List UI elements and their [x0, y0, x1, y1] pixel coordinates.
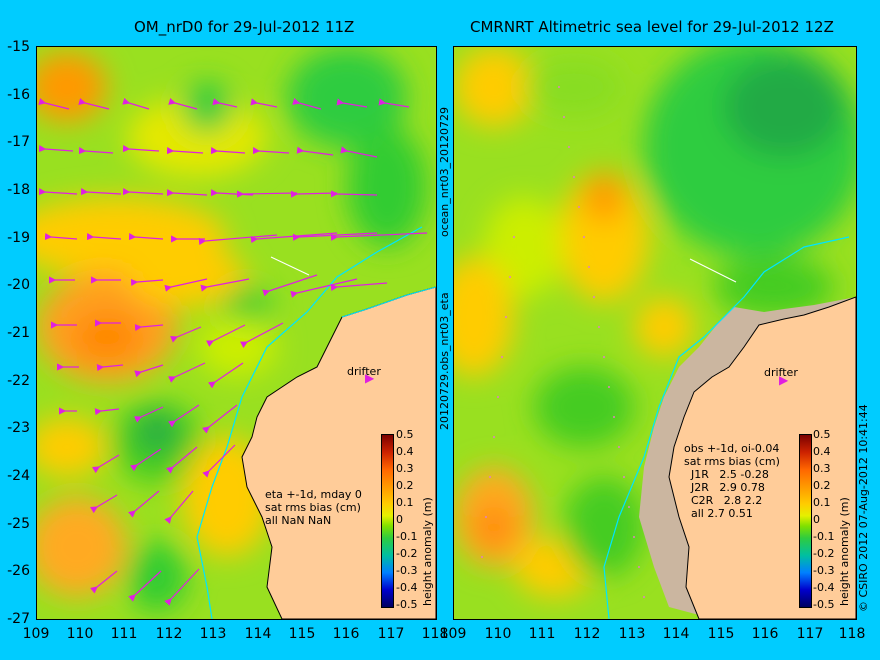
altimetry-stats-text: obs +-1d, oi-0.04 sat rms bias (cm) J1R … — [684, 442, 780, 520]
y-tick: -16 — [7, 87, 30, 103]
left-panel-title: OM_nrD0 for 29-Jul-2012 11Z — [134, 18, 355, 36]
colorbar-tick: 0.2 — [396, 479, 414, 492]
colorbar-tick: 0.4 — [396, 445, 414, 458]
x-tick: 117 — [377, 626, 405, 642]
colorbar-left — [381, 434, 394, 608]
colorbar-left-title: height anomaly (m) — [421, 497, 434, 606]
colorbar-tick: -0.1 — [813, 530, 835, 543]
colorbar-tick: 0.3 — [813, 462, 831, 475]
x-tick: 110 — [484, 626, 512, 642]
altimetry-map-graphic: ▶ — [454, 47, 856, 619]
colorbar-tick: 0.1 — [813, 496, 831, 509]
credit-label: © CSIRO 2012 07-Aug-2012 10:41:44 — [857, 404, 870, 612]
model-sea-level-map[interactable]: ▶ drifter eta +-1d, mday 0 sat rms bias … — [36, 46, 437, 620]
model-map-graphic: ▶ — [37, 47, 436, 619]
colorbar-right — [799, 434, 812, 608]
x-tick: 115 — [288, 626, 316, 642]
ocean-file-label: ocean_nrt03_20120729 — [438, 106, 451, 237]
colorbar-tick: 0.5 — [813, 428, 831, 441]
svg-text:▶: ▶ — [365, 371, 375, 385]
colorbar-tick: -0.5 — [813, 598, 835, 611]
colorbar-tick: -0.1 — [396, 530, 418, 543]
colorbar-tick: -0.3 — [396, 564, 418, 577]
x-tick: 115 — [707, 626, 735, 642]
colorbar-tick: -0.4 — [396, 581, 418, 594]
y-tick: -21 — [7, 325, 30, 341]
y-tick: -23 — [7, 420, 30, 436]
y-tick: -22 — [7, 373, 30, 389]
colorbar-tick: 0.2 — [813, 479, 831, 492]
y-tick: -27 — [7, 611, 30, 627]
colorbar-tick: 0.3 — [396, 462, 414, 475]
model-stats-text: eta +-1d, mday 0 sat rms bias (cm) all N… — [265, 488, 362, 527]
svg-text:▶: ▶ — [779, 373, 789, 387]
y-tick: -26 — [7, 563, 30, 579]
y-tick: -19 — [7, 230, 30, 246]
y-tick: -20 — [7, 277, 30, 293]
obs-file-label: 20120729.obs_nrt03_eta — [438, 292, 451, 430]
y-tick: -25 — [7, 516, 30, 532]
x-tick: 118 — [838, 626, 866, 642]
x-tick: 113 — [199, 626, 227, 642]
colorbar-tick: 0 — [396, 513, 403, 526]
drifter-label: drifter — [347, 365, 381, 378]
x-tick: 111 — [110, 626, 138, 642]
x-tick: 116 — [751, 626, 779, 642]
x-tick: 113 — [618, 626, 646, 642]
x-tick: 109 — [439, 626, 467, 642]
colorbar-right-title: height anomaly (m) — [838, 497, 851, 606]
y-tick: -18 — [7, 182, 30, 198]
x-tick: 116 — [332, 626, 360, 642]
x-tick: 111 — [528, 626, 556, 642]
colorbar-tick: 0.4 — [813, 445, 831, 458]
x-tick: 118 — [421, 626, 449, 642]
y-tick: -15 — [7, 39, 30, 55]
drifter-label: drifter — [764, 366, 798, 379]
y-tick: -24 — [7, 468, 30, 484]
x-tick: 117 — [796, 626, 824, 642]
colorbar-tick: -0.4 — [813, 581, 835, 594]
x-tick: 114 — [662, 626, 690, 642]
colorbar-tick: -0.2 — [396, 547, 418, 560]
right-panel-title: CMRNRT Altimetric sea level for 29-Jul-2… — [470, 18, 834, 36]
x-tick: 110 — [66, 626, 94, 642]
x-tick: 112 — [573, 626, 601, 642]
colorbar-tick: -0.2 — [813, 547, 835, 560]
colorbar-tick: -0.3 — [813, 564, 835, 577]
colorbar-tick: 0 — [813, 513, 820, 526]
colorbar-tick: 0.5 — [396, 428, 414, 441]
x-tick: 112 — [155, 626, 183, 642]
y-tick: -17 — [7, 134, 30, 150]
x-tick: 114 — [244, 626, 272, 642]
colorbar-tick: 0.1 — [396, 496, 414, 509]
colorbar-tick: -0.5 — [396, 598, 418, 611]
x-tick: 109 — [22, 626, 50, 642]
altimetry-sea-level-map[interactable]: ▶ drifter obs +-1d, oi-0.04 sat rms bias… — [453, 46, 857, 620]
